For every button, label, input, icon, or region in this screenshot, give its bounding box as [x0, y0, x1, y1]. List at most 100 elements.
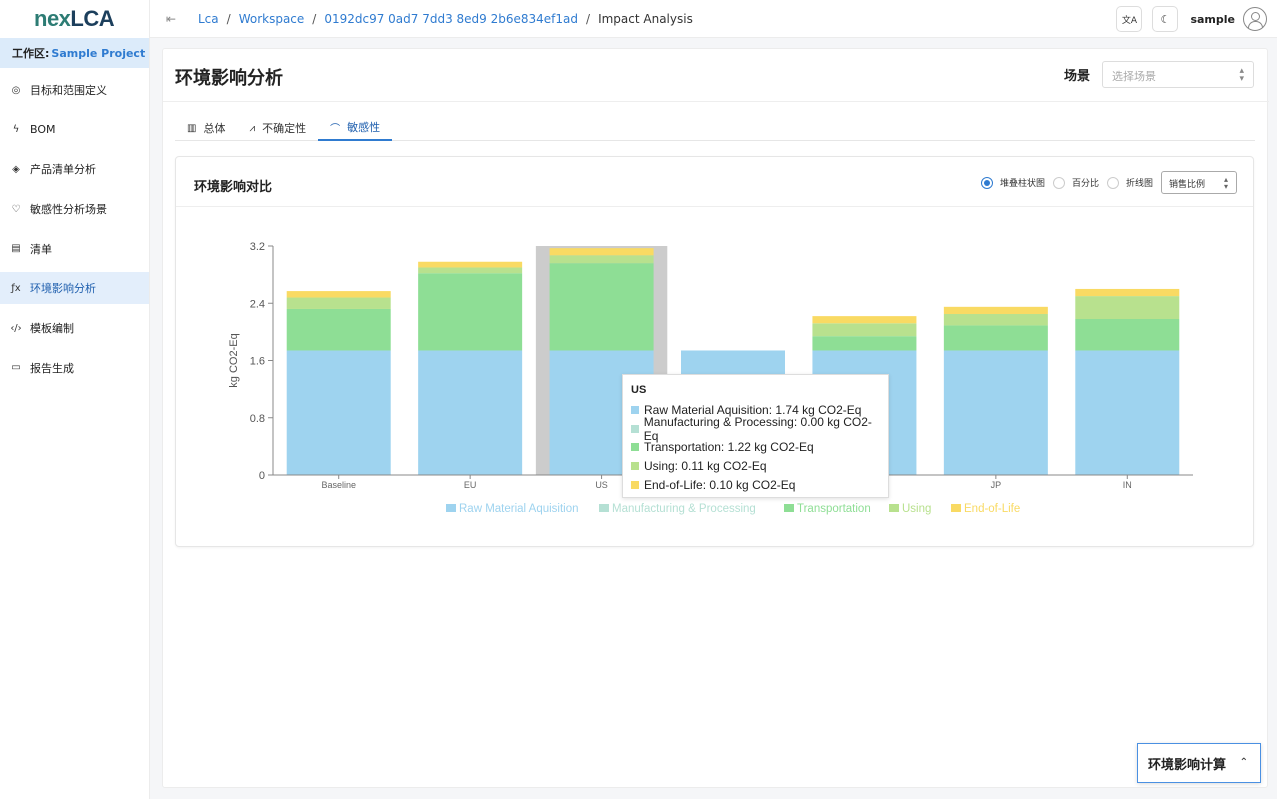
radio-label: 百分比	[1071, 179, 1099, 189]
breadcrumb-project-id[interactable]: 0192dc97 0ad7 7dd3 8ed9 2b6e834ef1ad	[324, 11, 579, 26]
bar-segment-jp-4[interactable]	[943, 306, 1048, 314]
sidebar-item-8[interactable]: ▭ 报告生成	[0, 352, 149, 384]
legend-swatch	[631, 480, 639, 489]
legend-swatch[interactable]	[889, 504, 899, 512]
select-caret-icon: ▴ ▾	[1223, 175, 1228, 191]
heart-icon: ♡	[11, 203, 21, 215]
sidebar-item-3[interactable]: ◈ 产品清单分析	[0, 153, 149, 185]
impact-calculation-button[interactable]: 环境影响计算 ⌃	[1137, 743, 1261, 783]
bar-segment-baseline-3[interactable]	[286, 297, 391, 309]
line-chart-icon: ⩘	[249, 122, 256, 134]
bar-segment-us-4[interactable]	[549, 248, 654, 256]
metric-select[interactable]: 销售比例 ▴ ▾	[1161, 171, 1237, 194]
tab-label: 总体	[203, 122, 226, 135]
sidebar-item-label: 敏感性分析场景	[30, 203, 107, 217]
breadcrumb-current: Impact Analysis	[598, 11, 693, 26]
avatar-icon[interactable]	[1243, 7, 1267, 31]
breadcrumb-separator: /	[226, 11, 231, 26]
sidebar-nav: ◎ 目标和范围定义 ϟ BOM ◈ 产品清单分析 ♡ 敏感性分析场景 ▤ 清单 ƒx 环境影响分析 ‹/…	[0, 74, 149, 384]
breadcrumb-workspace[interactable]: Workspace	[238, 11, 305, 26]
y-tick-label: 1.6	[250, 356, 265, 368]
bar-segment-jp-0[interactable]	[943, 350, 1048, 475]
collapse-sidebar-icon[interactable]: ⇤	[166, 11, 177, 26]
breadcrumb-separator: /	[586, 11, 591, 26]
bar-segment-us-2[interactable]	[549, 263, 654, 351]
divider	[163, 101, 1269, 102]
scene-select[interactable]: 选择场景 ▴ ▾	[1102, 61, 1254, 88]
translate-icon: 文A	[1121, 15, 1138, 26]
chart-type-radio-3[interactable]: 折线图	[1106, 176, 1153, 189]
select-caret-icon: ▴ ▾	[1239, 66, 1244, 84]
tooltip-title: US	[631, 384, 647, 396]
tooltip-row-label: Raw Material Aquisition: 1.74 kg CO2-Eq	[644, 403, 862, 418]
header-actions: 文A ☾ sample	[1106, 6, 1267, 32]
bar-segment-th-4[interactable]	[812, 316, 917, 324]
tooltip-row-label: Transportation: 1.22 kg CO2-Eq	[644, 440, 814, 455]
chart-type-radio-1[interactable]: 堆叠柱状图	[980, 176, 1045, 189]
sidebar-item-label: 清单	[30, 242, 52, 256]
username[interactable]: sample	[1190, 12, 1235, 26]
bar-segment-baseline-4[interactable]	[286, 291, 391, 298]
legend-label[interactable]: Manufacturing & Processing	[612, 503, 756, 515]
tooltip-row: Manufacturing & Processing: 0.00 kg CO2-…	[631, 415, 880, 443]
bar-segment-in-2[interactable]	[1075, 318, 1180, 351]
sidebar-item-6[interactable]: ƒx 环境影响分析	[0, 272, 149, 305]
tooltip-rows: Raw Material Aquisition: 1.74 kg CO2-Eq M…	[631, 401, 880, 494]
bar-segment-th-3[interactable]	[812, 323, 917, 337]
tab-3[interactable]: ⌒ 敏感性	[318, 115, 393, 141]
legend-swatch[interactable]	[599, 504, 609, 512]
bar-segment-jp-3[interactable]	[943, 313, 1048, 326]
chart-options: 堆叠柱状图 百分比 折线图 销售比例 ▴ ▾	[973, 171, 1237, 194]
workspace-label: 工作区:	[12, 47, 50, 60]
sidebar-item-5[interactable]: ▤ 清单	[0, 233, 149, 265]
bar-segment-eu-2[interactable]	[418, 273, 523, 351]
legend-swatch[interactable]	[446, 504, 456, 512]
bar-segment-jp-2[interactable]	[943, 325, 1048, 351]
app-logo[interactable]: nex LCA	[0, 0, 149, 38]
bar-segment-eu-0[interactable]	[418, 350, 523, 475]
tooltip-row: Raw Material Aquisition: 1.74 kg CO2-Eq	[631, 401, 880, 420]
tooltip-row: End-of-Life: 0.10 kg CO2-Eq	[631, 475, 880, 494]
divider	[176, 206, 1253, 207]
legend-label[interactable]: Transportation	[797, 503, 871, 515]
legend-label[interactable]: End-of-Life	[964, 503, 1020, 515]
sidebar-item-1[interactable]: ◎ 目标和范围定义	[0, 74, 149, 106]
bar-segment-us-3[interactable]	[549, 255, 654, 264]
breadcrumb-separator: /	[312, 11, 317, 26]
translate-button[interactable]: 文A	[1116, 6, 1143, 32]
workspace-indicator[interactable]: 工作区: Sample Project	[0, 38, 149, 68]
sidebar-item-label: 模板编制	[30, 322, 74, 336]
sidebar-item-2[interactable]: ϟ BOM	[0, 114, 149, 146]
tab-1[interactable]: ▥ 总体	[175, 115, 237, 141]
chart-type-radio-2[interactable]: 百分比	[1052, 176, 1099, 189]
card-title: 环境影响对比	[194, 180, 273, 195]
tooltip-row-label: End-of-Life: 0.10 kg CO2-Eq	[644, 477, 796, 492]
sidebar-item-4[interactable]: ♡ 敏感性分析场景	[0, 193, 149, 225]
bar-segment-eu-3[interactable]	[418, 267, 523, 274]
radio-circle-icon	[980, 176, 993, 189]
legend-label[interactable]: Raw Material Aquisition	[459, 503, 579, 515]
sidebar-item-label: 目标和范围定义	[30, 84, 107, 97]
legend-swatch[interactable]	[784, 504, 794, 512]
bar-segment-th-2[interactable]	[812, 336, 917, 351]
tooltip-row-label: Using: 0.11 kg CO2-Eq	[644, 459, 767, 474]
breadcrumb-lca[interactable]: Lca	[198, 11, 219, 26]
bar-segment-in-0[interactable]	[1075, 350, 1180, 475]
tab-2[interactable]: ⩘ 不确定性	[237, 115, 318, 141]
theme-toggle-button[interactable]: ☾	[1152, 6, 1179, 32]
analysis-tabs: ▥ 总体 ⩘ 不确定性 ⌒ 敏感性	[175, 115, 1255, 141]
bar-segment-in-3[interactable]	[1075, 296, 1180, 319]
bolt-icon: ϟ	[12, 124, 20, 136]
bar-segment-baseline-0[interactable]	[286, 350, 391, 475]
bar-segment-baseline-2[interactable]	[286, 308, 391, 351]
file-icon: ▭	[11, 362, 21, 374]
legend-label[interactable]: Using	[902, 503, 931, 515]
radio-label: 堆叠柱状图	[999, 179, 1045, 189]
page-title: 环境影响分析	[175, 68, 283, 89]
legend-swatch[interactable]	[951, 504, 961, 512]
bar-segment-in-4[interactable]	[1075, 288, 1180, 297]
x-tick-label: JP	[991, 480, 1002, 490]
bar-segment-eu-4[interactable]	[418, 261, 523, 268]
sidebar-item-7[interactable]: ‹/› 模板编制	[0, 312, 149, 344]
legend-swatch	[631, 424, 639, 433]
